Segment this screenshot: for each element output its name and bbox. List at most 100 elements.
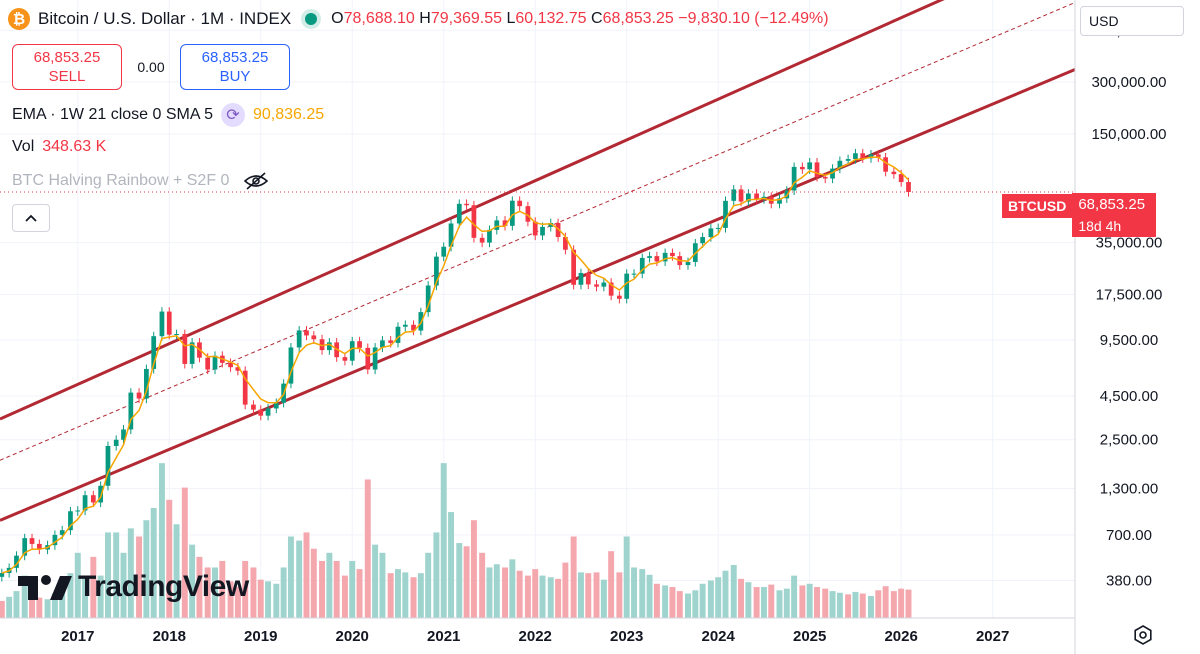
candle-body <box>883 157 888 172</box>
volume-bar <box>333 560 340 618</box>
chart-settings-button[interactable] <box>1132 624 1154 646</box>
volume-bar <box>97 575 104 618</box>
candle-body <box>654 256 660 262</box>
last-price-symbol: BTCUSD <box>1002 194 1073 218</box>
candle-body <box>68 511 73 531</box>
x-tick-label: 2017 <box>61 628 94 645</box>
volume-bar <box>730 565 737 618</box>
ohlc-open: 78,688.10 <box>343 10 415 27</box>
vol-label: Vol <box>12 138 35 155</box>
ohlc-high: 79,369.55 <box>430 10 503 27</box>
symbol-title[interactable]: Bitcoin / U.S. Dollar · 1M · INDEX <box>38 9 292 28</box>
market-status-icon <box>305 13 318 25</box>
volume-bar <box>707 580 714 618</box>
x-tick-label: 2018 <box>153 628 186 645</box>
candle-body <box>265 408 271 416</box>
candle-body <box>296 330 302 348</box>
sell-label: SELL <box>48 68 86 85</box>
volume-bar <box>6 596 13 618</box>
candle-body <box>906 182 911 193</box>
ohlc-high-label: H <box>419 10 431 27</box>
ohlc-low-label: L <box>506 10 516 27</box>
volume-bar <box>29 593 35 618</box>
volume-bar <box>296 540 303 618</box>
currency-selector[interactable]: USD <box>1080 6 1184 36</box>
volume-bar <box>189 544 196 618</box>
x-tick-label: 2024 <box>702 628 736 645</box>
y-tick-label: 9,500.00 <box>1100 332 1158 349</box>
volume-bar <box>852 591 859 618</box>
volume-bar <box>143 520 150 618</box>
candle-body <box>388 340 394 343</box>
candle-body <box>151 336 157 369</box>
ohlc-low: 60,132.75 <box>515 10 587 27</box>
candle-body <box>22 538 28 556</box>
collapse-legend-button[interactable] <box>12 204 50 232</box>
volume-indicator-legend[interactable]: Vol 348.63 K <box>12 138 106 156</box>
buy-label: BUY <box>219 68 251 85</box>
volume-bar <box>196 556 203 618</box>
y-tick-label: 300,000.00 <box>1091 74 1166 91</box>
sell-button[interactable]: 68,853.25 SELL <box>12 44 122 90</box>
volume-bar <box>822 588 829 618</box>
ohlc-values: O78,688.10 H79,369.55 L60,132.75 C68,853… <box>331 10 828 28</box>
candle-body <box>448 223 454 247</box>
volume-bar <box>791 575 798 618</box>
volume-bar <box>417 573 424 618</box>
volume-bar <box>868 595 874 618</box>
eye-hidden-icon[interactable] <box>243 172 269 190</box>
ohlc-close: 68,853.25 <box>602 10 674 27</box>
trade-panel: 68,853.25 SELL 0.00 68,853.25 BUY <box>12 44 290 90</box>
candle-body <box>525 206 531 222</box>
y-tick-label: 4,500.00 <box>1100 388 1158 405</box>
volume-bar <box>585 573 592 618</box>
volume-bar <box>36 597 43 618</box>
volume-bar <box>242 560 249 618</box>
ema-line <box>1 156 910 574</box>
candle-body <box>136 392 142 399</box>
volume-bar <box>166 499 173 618</box>
volume-bar <box>532 569 539 618</box>
candle-body <box>631 273 637 275</box>
volume-bar <box>204 567 211 618</box>
candle-body <box>791 166 797 191</box>
candle-body <box>746 193 751 202</box>
candle-body <box>715 227 721 229</box>
volume-bar <box>814 587 820 618</box>
volume-bar <box>753 587 760 618</box>
candle-body <box>29 538 35 544</box>
volume-bar <box>448 512 455 618</box>
tradingview-watermark: TradingView <box>16 570 249 604</box>
candle-body <box>288 347 294 384</box>
candle-body <box>639 257 645 274</box>
ema-indicator-legend[interactable]: EMA · 1W 21 close 0 SMA 5 ⟳ 90,836.25 <box>12 103 324 127</box>
candle-body <box>311 335 317 340</box>
buy-button[interactable]: 68,853.25 BUY <box>180 44 290 90</box>
volume-bar <box>410 577 417 618</box>
volume-bar <box>104 532 111 618</box>
candle-body <box>731 189 737 201</box>
volume-bar <box>799 585 806 618</box>
volume-bar <box>349 560 356 618</box>
volume-bar <box>433 532 440 618</box>
volume-bar <box>425 552 432 618</box>
candle-body <box>402 324 408 327</box>
candle-body <box>685 261 691 266</box>
candle-body <box>532 221 538 236</box>
volume-bar <box>516 570 523 618</box>
candle-body <box>464 203 469 206</box>
volume-bar <box>51 593 58 618</box>
last-price-value: 68,853.25 <box>1078 196 1146 213</box>
refresh-icon[interactable]: ⟳ <box>220 103 245 127</box>
candle-body <box>113 439 119 446</box>
candle-body <box>395 326 401 343</box>
volume-bar <box>456 543 463 618</box>
volume-bar <box>273 583 280 618</box>
volume-bar <box>470 520 477 618</box>
volume-bar <box>257 579 264 618</box>
rainbow-indicator-legend[interactable]: BTC Halving Rainbow + S2F 0 <box>12 172 269 190</box>
x-tick-label: 2022 <box>519 628 552 645</box>
candle-body <box>182 333 188 364</box>
candle-body <box>166 311 172 335</box>
